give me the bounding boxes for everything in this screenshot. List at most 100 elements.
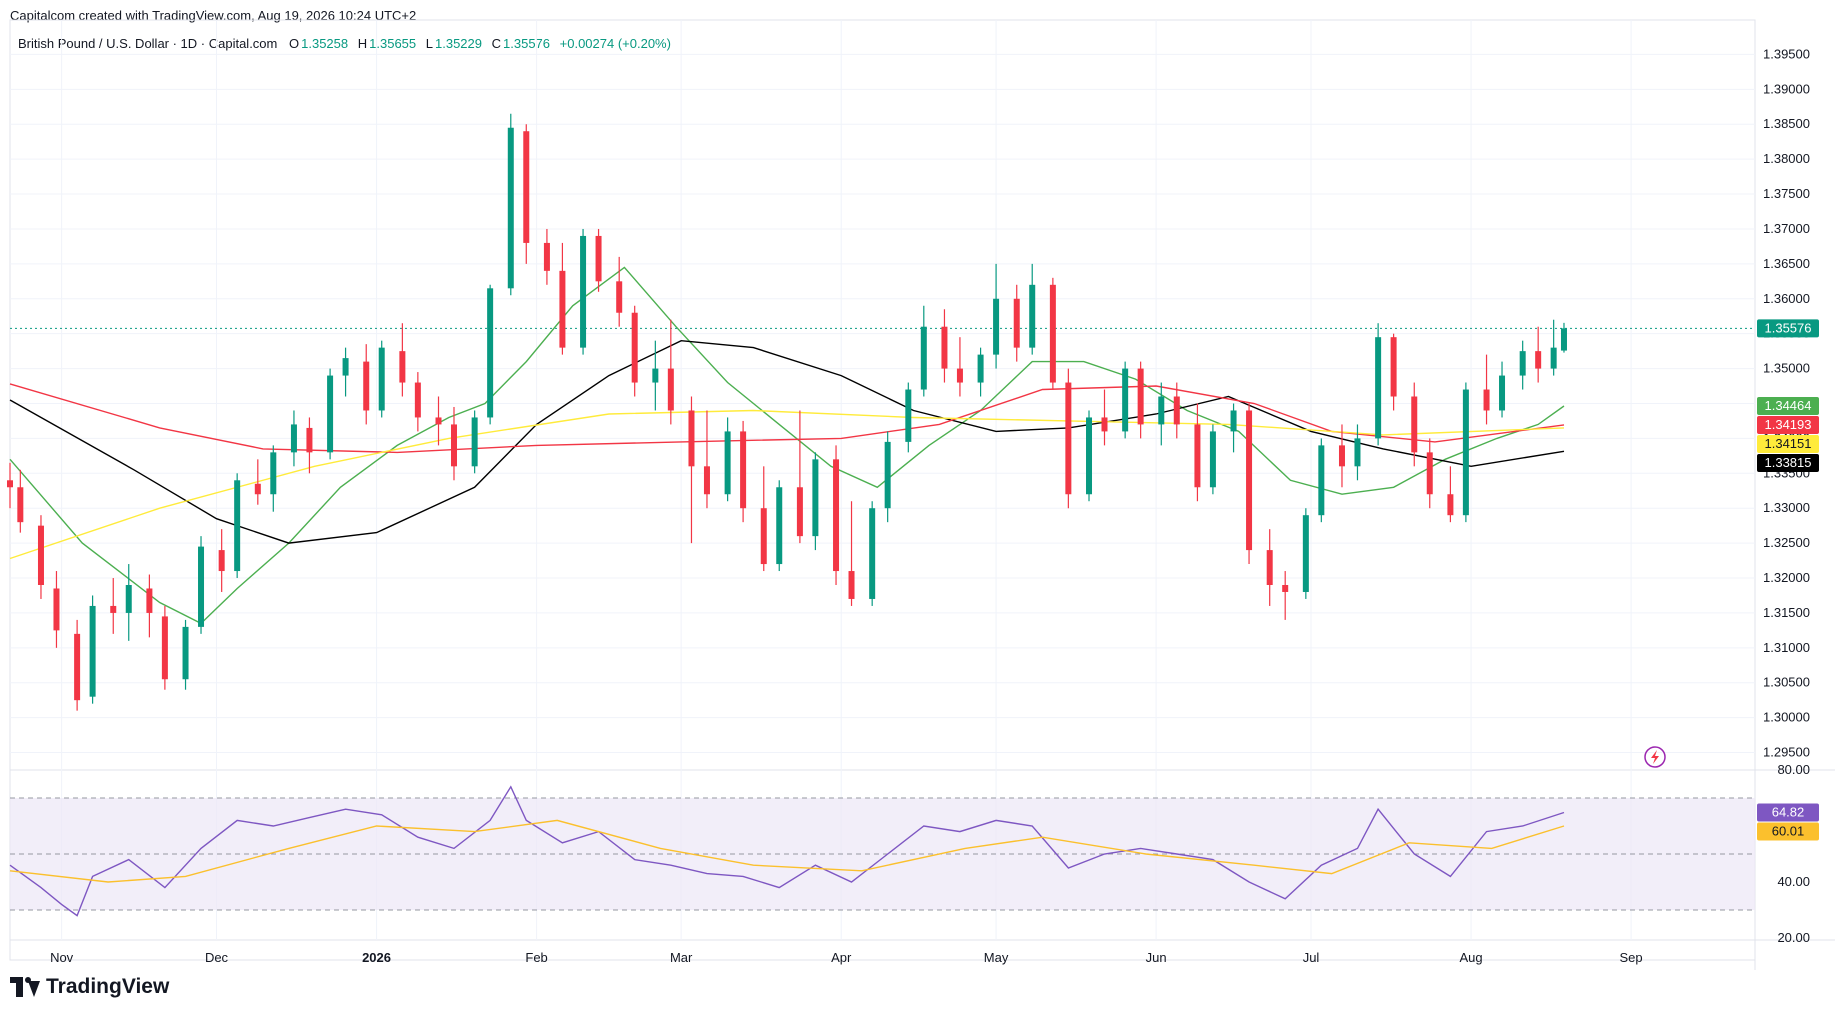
candle: [956, 337, 963, 397]
price-tick-label: 1.37500: [1763, 186, 1810, 201]
candle-body: [616, 281, 623, 313]
price-tick-label: 1.32000: [1763, 570, 1810, 585]
candle-body: [363, 361, 370, 411]
candle: [378, 340, 385, 418]
candle-body: [37, 525, 44, 585]
candle-body: [760, 508, 767, 565]
candle: [1173, 382, 1180, 439]
price-tick-label: 1.39000: [1763, 81, 1810, 96]
candle-body: [848, 571, 855, 599]
candle: [234, 473, 241, 579]
candle-body: [1483, 389, 1490, 411]
candle-body: [1246, 410, 1253, 551]
candle-body: [869, 508, 876, 599]
symbol-title[interactable]: British Pound / U.S. Dollar · 1D · Capit…: [18, 36, 278, 51]
candle-body: [667, 368, 674, 411]
price-tick-label: 1.31000: [1763, 640, 1810, 655]
candle: [1390, 333, 1397, 411]
candle: [580, 228, 587, 355]
price-tick-label: 1.30500: [1763, 675, 1810, 690]
candle: [724, 417, 731, 502]
candle: [1209, 424, 1216, 495]
candle: [1194, 403, 1201, 502]
candle: [848, 501, 855, 606]
time-tick-label: Jul: [1303, 950, 1320, 965]
rsi-tick-label: 80.00: [1777, 762, 1810, 777]
rsi-tag-text: 60.01: [1772, 824, 1805, 839]
candle-body: [1318, 445, 1325, 516]
candle-body: [688, 410, 695, 467]
candle-body: [270, 452, 277, 495]
candle: [559, 242, 566, 355]
price-tag-bg: [1757, 416, 1819, 435]
candle-body: [1282, 585, 1289, 592]
candle-body: [905, 389, 912, 442]
flash-icon[interactable]: [1644, 746, 1666, 768]
candle: [1230, 403, 1237, 453]
candle: [270, 445, 277, 512]
rsi-band: [10, 797, 1755, 911]
price-tick-label: 1.38000: [1763, 151, 1810, 166]
candle-body: [993, 298, 1000, 355]
candle-body: [1550, 347, 1557, 369]
candle: [1426, 438, 1433, 509]
candle: [760, 466, 767, 572]
candle: [812, 452, 819, 551]
candle: [161, 605, 168, 690]
time-tick-label: Mar: [670, 950, 693, 965]
close-label: C: [491, 36, 502, 51]
candle-body: [1049, 284, 1056, 383]
candle: [1049, 277, 1056, 390]
candle: [941, 309, 948, 383]
tradingview-logo[interactable]: TradingView: [10, 975, 169, 999]
rsi-tag-text: 64.82: [1772, 805, 1805, 820]
candle: [652, 340, 659, 411]
candle: [1086, 410, 1093, 502]
candle-body: [1426, 452, 1433, 495]
candle-body: [1065, 382, 1072, 495]
time-tick-label: 2026: [362, 950, 391, 965]
candle: [1302, 508, 1309, 599]
brand-name: TradingView: [46, 975, 170, 998]
candle: [523, 124, 530, 264]
price-tick-label: 1.33000: [1763, 500, 1810, 515]
candle: [471, 410, 478, 474]
rsi-tag-bg: [1757, 822, 1819, 841]
candle-body: [290, 424, 297, 453]
tradingview-logo-icon: [10, 977, 40, 997]
candle-body: [595, 235, 602, 282]
candle: [507, 113, 514, 296]
candle-body: [1338, 445, 1345, 467]
candle: [146, 574, 153, 638]
candle: [450, 406, 457, 481]
candle: [1550, 319, 1557, 376]
candle: [1246, 403, 1253, 565]
candle-body: [1209, 431, 1216, 488]
candle: [7, 462, 13, 509]
candle-body: [1137, 368, 1144, 425]
candle: [703, 410, 710, 509]
price-tick-label: 1.37000: [1763, 221, 1810, 236]
rsi-line-rsi-ma: [9, 819, 1565, 883]
candle-body: [1086, 417, 1093, 495]
candle-body: [1447, 494, 1454, 516]
candle: [688, 396, 695, 544]
candle: [1158, 382, 1165, 446]
candle-body: [399, 351, 406, 383]
candle: [776, 480, 783, 572]
rsi-tick-label: 40.00: [1777, 874, 1810, 889]
candle-body: [812, 459, 819, 537]
candle: [595, 228, 602, 292]
candle: [89, 595, 96, 704]
candle: [290, 410, 297, 467]
candle-body: [977, 354, 984, 383]
grid: [9, 19, 1835, 970]
candle-body: [1230, 410, 1237, 432]
ma-line-sma-50: [9, 339, 1565, 544]
price-tag-bg: [1757, 319, 1819, 338]
open-label: O: [289, 36, 300, 51]
candle-body: [53, 588, 60, 631]
candle: [1065, 368, 1072, 509]
price-labels: 1.35576 1.34464 1.34193 1.34151 1.33815 64.82…: [1757, 319, 1819, 841]
